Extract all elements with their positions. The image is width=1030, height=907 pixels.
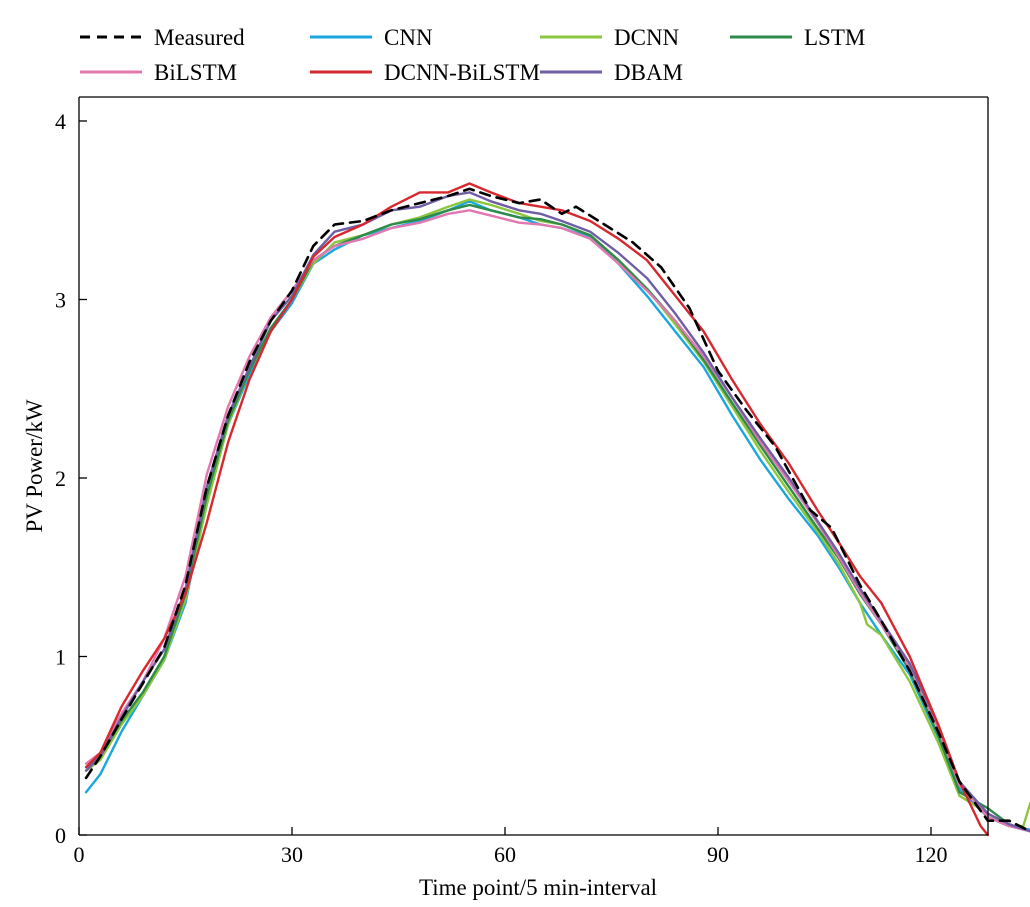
x-axis-title: Time point/5 min-interval — [419, 875, 657, 900]
axes — [78, 96, 989, 836]
series-line-measured — [84, 187, 1030, 833]
y-tick-label: 3 — [55, 288, 66, 313]
legend-label-dbam: DBAM — [614, 60, 683, 85]
series-line-lstm — [84, 203, 1030, 833]
x-tick-label: 0 — [74, 842, 85, 867]
legend-label-dcnn: DCNN — [614, 25, 680, 50]
legend-label-bilstm: BiLSTM — [154, 60, 237, 85]
series-line-bilstm — [84, 209, 1030, 833]
y-tick-label: 1 — [55, 645, 66, 670]
x-tick-label: 30 — [281, 842, 303, 867]
plot-lines — [84, 182, 1030, 837]
series-line-dbam — [84, 191, 1030, 833]
legend: Measured CNN DCNN LSTM BiLSTM DCNN-BiLSTM DBAM — [80, 25, 865, 85]
ticks: 0 30 60 90 120 0 1 2 3 4 — [55, 109, 948, 867]
legend-label-cnn: CNN — [384, 25, 433, 50]
y-tick-label: 4 — [55, 109, 66, 134]
x-tick-label: 60 — [494, 842, 516, 867]
x-tick-label: 120 — [915, 842, 948, 867]
legend-label-lstm: LSTM — [804, 25, 865, 50]
y-tick-label: 0 — [55, 823, 66, 848]
series-line-cnn — [84, 200, 1030, 831]
series-line-dcnn — [84, 198, 1030, 828]
series-line-dcnn-bilstm — [84, 182, 989, 837]
x-tick-label: 90 — [707, 842, 729, 867]
y-tick-label: 2 — [55, 466, 66, 491]
legend-label-dcnn-bilstm: DCNN-BiLSTM — [384, 60, 540, 85]
legend-label-measured: Measured — [154, 25, 245, 50]
y-axis-title: PV Power/kW — [22, 399, 47, 532]
